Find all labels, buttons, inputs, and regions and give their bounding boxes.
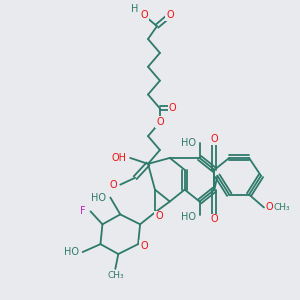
Text: OH: OH xyxy=(111,153,126,163)
Text: HO: HO xyxy=(64,247,79,257)
Text: O: O xyxy=(169,103,177,113)
Text: O: O xyxy=(140,10,148,20)
Text: O: O xyxy=(166,10,174,20)
Text: HO: HO xyxy=(92,193,106,202)
Text: CH₃: CH₃ xyxy=(107,271,124,280)
Text: HO: HO xyxy=(181,212,196,222)
Text: O: O xyxy=(155,212,163,221)
Text: CH₃: CH₃ xyxy=(274,203,290,212)
Text: F: F xyxy=(80,206,86,216)
Text: O: O xyxy=(110,180,117,190)
Text: HO: HO xyxy=(181,138,196,148)
Text: O: O xyxy=(140,241,148,251)
Text: H: H xyxy=(131,4,139,14)
Text: O: O xyxy=(211,134,218,144)
Text: O: O xyxy=(211,214,218,224)
Text: O: O xyxy=(266,202,274,212)
Text: O: O xyxy=(156,117,164,127)
